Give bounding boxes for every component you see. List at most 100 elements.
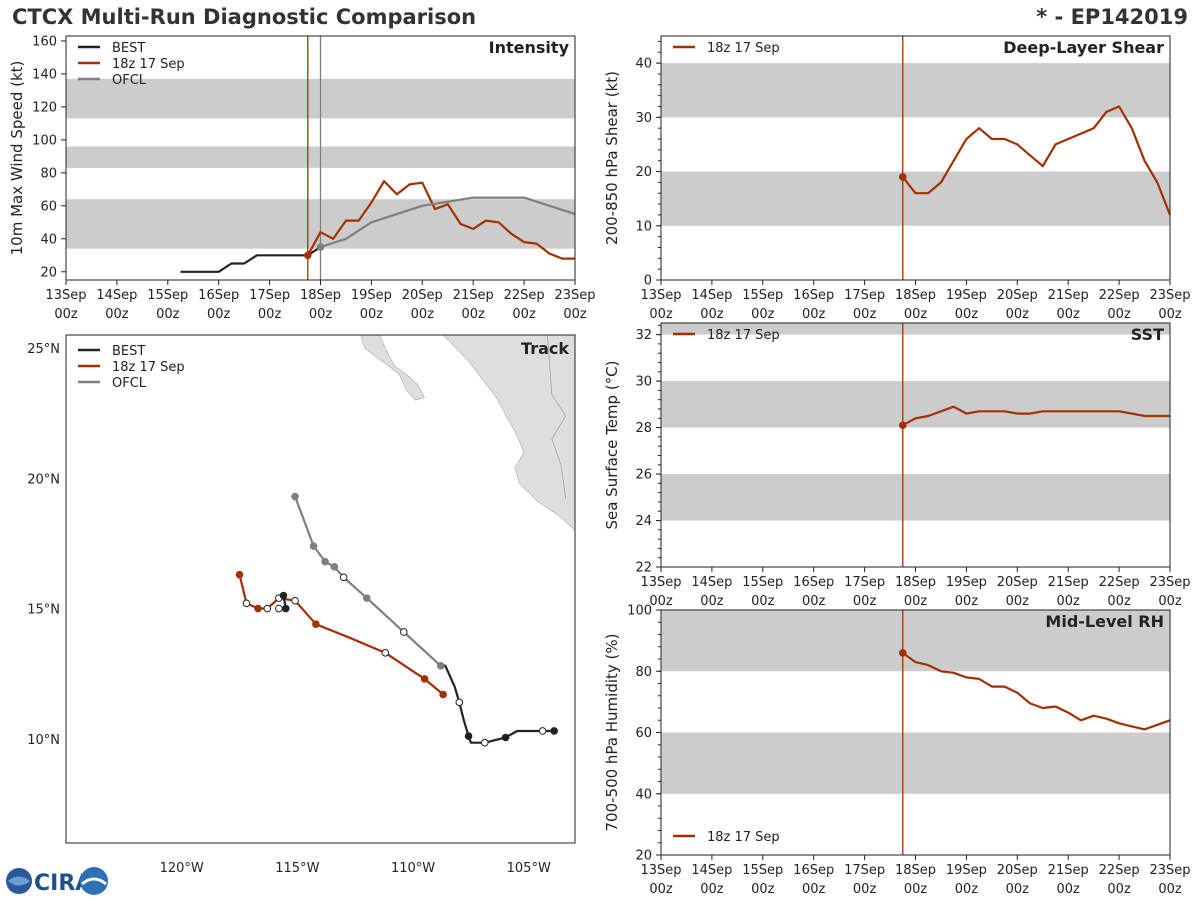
track-ytick-label: 10°N bbox=[27, 733, 60, 748]
intensity-xtick-day: 23Sep bbox=[554, 288, 595, 303]
track-point bbox=[381, 649, 390, 657]
sst-ytick-label: 32 bbox=[635, 328, 652, 343]
sst-xtick-day: 17Sep bbox=[844, 575, 885, 590]
shear-series-18z-17-sep bbox=[901, 105, 1172, 216]
sst-ytick-label: 26 bbox=[635, 468, 652, 483]
intensity-series-marker-2 bbox=[316, 243, 325, 251]
shear-ytick-label: 20 bbox=[635, 165, 652, 180]
intensity-xtick-day: 21Sep bbox=[453, 288, 494, 303]
rh-xtick-day: 22Sep bbox=[1099, 863, 1140, 878]
intensity-ytick-label: 160 bbox=[32, 34, 57, 49]
track-point bbox=[420, 675, 429, 683]
intensity-xtick-day: 19Sep bbox=[351, 288, 392, 303]
shear-ytick-label: 30 bbox=[635, 111, 652, 126]
track-point bbox=[291, 492, 299, 501]
sst-xtick-hour: 00z bbox=[649, 594, 673, 609]
intensity-xtick-day: 14Sep bbox=[96, 288, 137, 303]
track-point bbox=[235, 570, 244, 579]
track-point bbox=[321, 557, 329, 566]
sst-legend-label: 18z 17 Sep bbox=[707, 328, 780, 343]
sst-xtick-hour: 00z bbox=[751, 594, 775, 609]
intensity-ylabel: 10m Max Wind Speed (kt) bbox=[8, 61, 26, 256]
rh-xtick-day: 19Sep bbox=[946, 863, 987, 878]
intensity-ytick-label: 20 bbox=[40, 265, 57, 280]
rh-xtick-day: 21Sep bbox=[1048, 863, 1089, 878]
shear-xtick-hour: 00z bbox=[1158, 307, 1182, 322]
shear-xtick-hour: 00z bbox=[904, 307, 928, 322]
sst-xtick-day: 22Sep bbox=[1099, 575, 1140, 590]
rh-xtick-hour: 00z bbox=[1158, 882, 1182, 897]
track-xtick-label: 105°W bbox=[507, 861, 551, 876]
intensity-xtick-hour: 00z bbox=[462, 307, 486, 322]
intensity-xtick-hour: 00z bbox=[512, 307, 536, 322]
sst-xtick-day: 14Sep bbox=[691, 575, 732, 590]
shear-band-1 bbox=[661, 63, 1170, 118]
rh-series-18z-17-sep bbox=[902, 652, 1171, 731]
sst-xtick-day: 23Sep bbox=[1149, 575, 1190, 590]
cira-logo: CIRA bbox=[6, 867, 108, 896]
intensity-title: Intensity bbox=[489, 38, 570, 57]
intensity-xtick-hour: 00z bbox=[258, 307, 282, 322]
mainland-land bbox=[442, 335, 575, 531]
track-map-area bbox=[235, 335, 575, 747]
intensity-ytick-label: 60 bbox=[40, 199, 57, 214]
shear-xtick-day: 22Sep bbox=[1099, 288, 1140, 303]
shear-band-0 bbox=[661, 171, 1170, 226]
intensity-xtick-day: 16Sep bbox=[198, 288, 239, 303]
state-border bbox=[547, 335, 567, 500]
track-point bbox=[281, 604, 290, 613]
sst-band-0 bbox=[661, 474, 1170, 521]
track-point bbox=[291, 596, 299, 605]
track-line-18z-17-sep bbox=[238, 574, 444, 696]
shear-xtick-day: 20Sep bbox=[997, 288, 1038, 303]
track-point bbox=[275, 604, 283, 613]
shear-xtick-hour: 00z bbox=[1107, 307, 1131, 322]
sst-title: SST bbox=[1131, 325, 1164, 344]
track-point bbox=[464, 732, 473, 740]
intensity-chart: 20 40 60 80 100 120 140 160 13Sep 00z 14Sep 00z 15Se… bbox=[8, 34, 596, 322]
track-point bbox=[480, 738, 489, 747]
intensity-xtick-day: 15Sep bbox=[147, 288, 188, 303]
sst-xtick-day: 19Sep bbox=[946, 575, 987, 590]
shear-xtick-hour: 00z bbox=[751, 307, 775, 322]
sst-frame bbox=[660, 322, 1171, 568]
rh-xtick-hour: 00z bbox=[649, 882, 673, 897]
rh-ytick-label: 60 bbox=[635, 726, 652, 741]
track-point bbox=[263, 604, 272, 613]
track-point bbox=[439, 690, 447, 699]
track-ytick-label: 25°N bbox=[27, 342, 60, 357]
rh-ytick-label: 40 bbox=[635, 787, 652, 802]
rh-xtick-day: 20Sep bbox=[997, 863, 1038, 878]
intensity-legend-label: 18z 17 Sep bbox=[112, 57, 185, 72]
intensity-xtick-hour: 00z bbox=[105, 307, 129, 322]
track-point bbox=[309, 542, 318, 550]
page-title: CTCX Multi-Run Diagnostic Comparison bbox=[12, 5, 477, 29]
sst-xtick-day: 20Sep bbox=[997, 575, 1038, 590]
rh-xtick-day: 14Sep bbox=[691, 863, 732, 878]
intensity-series-best bbox=[180, 246, 322, 273]
rh-xtick-hour: 00z bbox=[1107, 882, 1131, 897]
track-legend-label: OFCL bbox=[112, 376, 147, 391]
track-point bbox=[242, 599, 251, 608]
sst-ylabel: Sea Surface Temp (°C) bbox=[603, 360, 621, 529]
rh-xtick-hour: 00z bbox=[1057, 882, 1081, 897]
track-point bbox=[254, 604, 262, 613]
intensity-xtick-day: 22Sep bbox=[504, 288, 545, 303]
sst-xtick-hour: 00z bbox=[955, 594, 979, 609]
shear-xtick-day: 16Sep bbox=[793, 288, 834, 303]
track-line-best bbox=[440, 664, 555, 744]
shear-title: Deep-Layer Shear bbox=[1003, 38, 1164, 57]
intensity-xtick-hour: 00z bbox=[156, 307, 180, 322]
intensity-xtick-day: 18Sep bbox=[300, 288, 341, 303]
storm-id: * - EP142019 bbox=[1036, 5, 1188, 29]
rh-xtick-day: 23Sep bbox=[1149, 863, 1190, 878]
shear-ytick-label: 40 bbox=[635, 57, 652, 72]
sst-xtick-day: 21Sep bbox=[1048, 575, 1089, 590]
sst-series-18z-17-sep bbox=[902, 405, 1170, 427]
intensity-legend-label: BEST bbox=[112, 41, 145, 56]
intensity-xtick-hour: 00z bbox=[54, 307, 78, 322]
shear-xtick-day: 18Sep bbox=[895, 288, 936, 303]
shear-xtick-day: 23Sep bbox=[1149, 288, 1190, 303]
shear-ytick-label: 0 bbox=[644, 274, 652, 289]
